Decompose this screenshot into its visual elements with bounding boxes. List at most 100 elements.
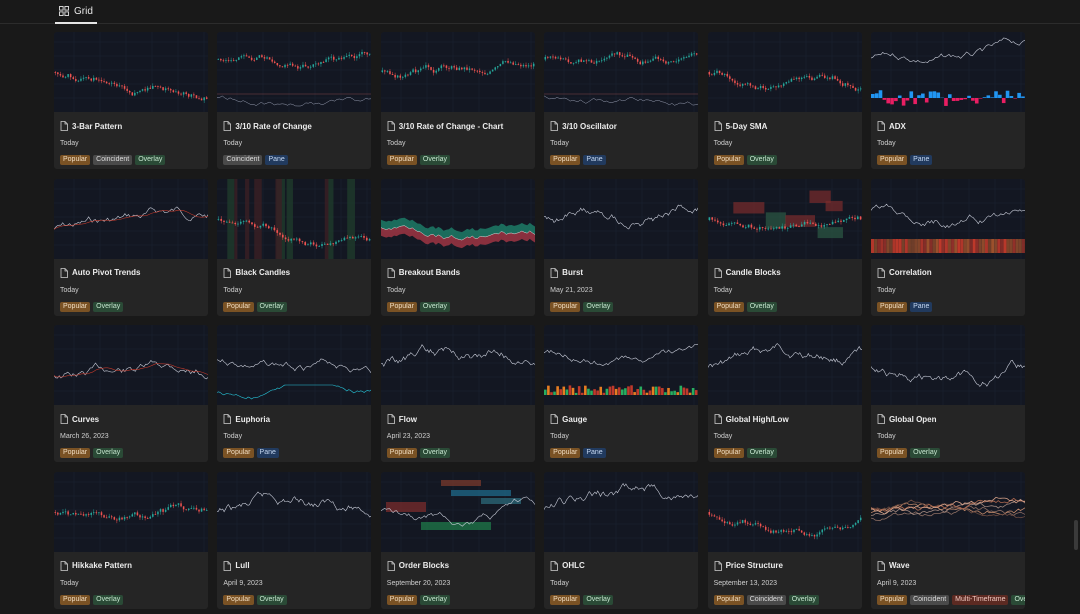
card-title[interactable]: 3/10 Rate of Change - Chart — [398, 121, 504, 131]
chart-thumbnail[interactable] — [870, 178, 1025, 259]
indicator-card[interactable]: OHLC Today Popular Overlay — [544, 471, 699, 609]
histogram-bar — [924, 98, 929, 103]
chart-thumbnail[interactable] — [380, 178, 535, 259]
chart-thumbnail[interactable] — [380, 471, 535, 552]
card-title[interactable]: Curves — [72, 414, 100, 424]
indicator-card[interactable]: Hikkake Pattern Today Popular Overlay — [54, 471, 208, 609]
indicator-card[interactable]: Auto Pivot Trends Today Popular Overlay — [54, 178, 208, 316]
card-title[interactable]: 3/10 Rate of Change — [235, 121, 312, 131]
card-title[interactable]: Price Structure — [725, 561, 783, 571]
chart-thumbnail[interactable] — [870, 32, 1025, 112]
indicator-card[interactable]: Lull April 9, 2023 Popular Overlay — [217, 471, 372, 609]
chart-thumbnail[interactable] — [54, 471, 208, 552]
chart-thumbnail[interactable] — [217, 325, 372, 406]
candle — [720, 73, 723, 75]
card-title[interactable]: Auto Pivot Trends — [72, 268, 141, 278]
chart-thumbnail[interactable] — [54, 32, 208, 112]
indicator-card[interactable]: Global Open Today Popular Overlay — [870, 325, 1025, 463]
indicator-card[interactable]: Curves March 26, 2023 Popular Overlay — [54, 325, 208, 463]
card-title[interactable]: Breakout Bands — [398, 268, 461, 278]
tab-grid[interactable]: Grid — [55, 0, 97, 24]
candle — [225, 60, 228, 61]
chart-thumbnail[interactable] — [870, 471, 1025, 552]
indicator-card[interactable]: Order Blocks September 20, 2023 Popular Ove… — [380, 471, 535, 609]
card-date: Today — [60, 140, 79, 147]
chart-thumbnail[interactable] — [707, 471, 862, 552]
card-title[interactable]: Correlation — [888, 268, 932, 278]
indicator-card[interactable]: 3-Bar Pattern Today Popular Coincident Overl… — [54, 32, 208, 169]
card-title[interactable]: Black Candles — [235, 268, 291, 278]
chart-thumbnail[interactable] — [217, 471, 372, 552]
indicator-card[interactable]: Gauge Today Popular Pane — [544, 325, 699, 463]
indicator-card[interactable]: 3/10 Oscillator Today Popular Pane — [544, 32, 699, 169]
band-stripe — [287, 178, 294, 259]
card-title[interactable]: 5-Day SMA — [725, 121, 768, 131]
indicator-card[interactable]: Price Structure September 13, 2023 Popular… — [707, 471, 862, 609]
histogram-bar — [905, 98, 910, 101]
card-title[interactable]: Flow — [398, 414, 417, 424]
card-title[interactable]: Wave — [888, 561, 910, 571]
candle — [300, 67, 302, 69]
scrollbar[interactable] — [1074, 520, 1078, 550]
card-title[interactable]: Global High/Low — [725, 414, 789, 424]
indicator-card[interactable]: 5-Day SMA Today Popular Overlay — [707, 32, 862, 169]
card-title[interactable]: Lull — [235, 561, 250, 571]
chart-thumbnail[interactable] — [217, 32, 372, 112]
chart-thumbnail[interactable] — [217, 178, 372, 259]
card-title[interactable]: Order Blocks — [398, 561, 450, 571]
card-title-row: Order Blocks — [387, 560, 529, 572]
correlation-cell — [941, 238, 945, 253]
candle — [856, 89, 859, 91]
card-title[interactable]: 3/10 Oscillator — [562, 121, 617, 131]
indicator-card[interactable]: Black Candles Today Popular Overlay — [217, 178, 372, 316]
candle — [787, 81, 790, 83]
card-title[interactable]: Burst — [562, 268, 584, 278]
chart-thumbnail[interactable] — [380, 325, 535, 406]
card-title[interactable]: Hikkake Pattern — [72, 561, 133, 571]
indicator-card[interactable]: 3/10 Rate of Change Today Coincident Pane — [217, 32, 372, 169]
candle — [318, 245, 321, 247]
indicator-card[interactable]: Burst May 21, 2023 Popular Overlay — [544, 178, 699, 316]
candle — [754, 86, 756, 90]
indicator-card[interactable]: Flow April 23, 2023 Popular Overlay — [380, 325, 535, 463]
card-title[interactable]: Candle Blocks — [725, 268, 781, 278]
candle — [744, 519, 746, 523]
candle — [486, 73, 489, 75]
chart-thumbnail[interactable] — [544, 32, 699, 112]
candle — [245, 220, 248, 222]
chart-thumbnail[interactable] — [544, 471, 699, 552]
chart-thumbnail[interactable] — [544, 325, 699, 406]
card-title[interactable]: Gauge — [562, 414, 588, 424]
candle — [369, 238, 371, 240]
candle — [767, 529, 769, 531]
chart-thumbnail[interactable] — [707, 325, 862, 406]
indicator-card[interactable]: Breakout Bands Today Popular Overlay — [380, 178, 535, 316]
card-title[interactable]: Euphoria — [235, 414, 271, 424]
card-title[interactable]: 3-Bar Pattern — [72, 121, 123, 131]
indicator-card[interactable]: Global High/Low Today Popular Overlay — [707, 325, 862, 463]
chart-thumbnail[interactable] — [707, 32, 862, 112]
candle — [821, 74, 823, 76]
indicator-card[interactable]: 3/10 Rate of Change - Chart Today Popular O… — [380, 32, 535, 169]
indicator-card[interactable]: Euphoria Today Popular Pane — [217, 325, 372, 463]
chart-thumbnail[interactable] — [380, 32, 535, 112]
card-title[interactable]: Global Open — [888, 414, 937, 424]
candle — [833, 526, 836, 528]
card-title[interactable]: ADX — [888, 121, 906, 131]
indicator-card[interactable]: Wave April 9, 2023 Popular Coincident Multi-… — [870, 471, 1025, 609]
correlation-cell — [910, 238, 914, 253]
candle — [200, 98, 203, 101]
chart-thumbnail[interactable] — [870, 325, 1025, 406]
chart-thumbnail[interactable] — [54, 178, 208, 259]
indicator-card[interactable]: Candle Blocks Today Popular Overlay — [707, 178, 862, 316]
chart-thumbnail[interactable] — [707, 178, 862, 259]
indicator-card[interactable]: Correlation Today Popular Pane — [870, 178, 1025, 316]
candle — [412, 69, 414, 73]
candle — [657, 56, 660, 59]
indicator-card[interactable]: ADX Today Popular Pane — [870, 32, 1025, 169]
chart-thumbnail[interactable] — [544, 178, 699, 259]
chart-thumbnail[interactable] — [54, 325, 208, 406]
candle — [414, 69, 417, 73]
gauge-bar — [679, 385, 683, 396]
card-title[interactable]: OHLC — [562, 561, 585, 571]
